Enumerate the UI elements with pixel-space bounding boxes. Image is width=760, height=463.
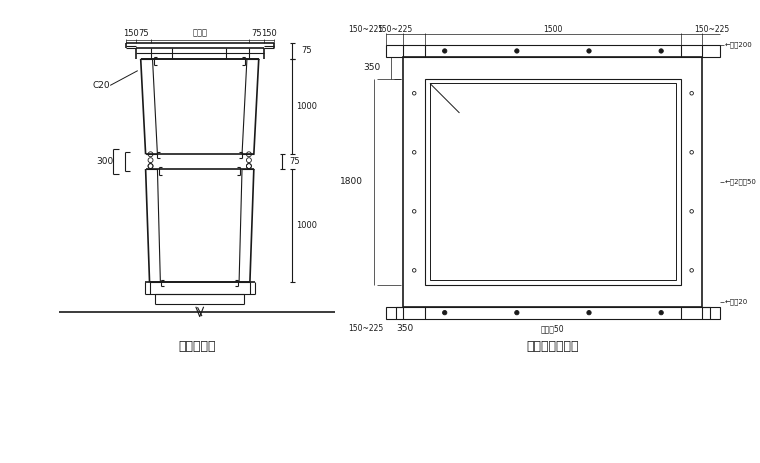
Text: 75: 75 [138, 29, 148, 38]
Polygon shape [141, 59, 157, 154]
Bar [430, 83, 676, 280]
Text: 桩尺寸: 桩尺寸 [192, 29, 207, 38]
Circle shape [587, 311, 591, 315]
Text: 350: 350 [397, 324, 414, 333]
Text: 150~225: 150~225 [348, 324, 384, 333]
Circle shape [442, 49, 447, 53]
Text: 350: 350 [363, 63, 381, 72]
Text: 护壁大样图: 护壁大样图 [178, 340, 216, 353]
Text: 150: 150 [261, 29, 277, 38]
Circle shape [515, 311, 519, 315]
Circle shape [442, 311, 447, 315]
Circle shape [587, 49, 591, 53]
Text: 1800: 1800 [340, 177, 363, 186]
Circle shape [659, 49, 663, 53]
Text: 75: 75 [251, 29, 261, 38]
Text: ←钢筋200: ←钢筋200 [725, 42, 753, 48]
Text: ←内2钢筋50: ←内2钢筋50 [725, 179, 757, 185]
Text: 150: 150 [123, 29, 139, 38]
Text: 150~225: 150~225 [377, 25, 412, 34]
Text: 1500: 1500 [543, 25, 562, 34]
Bar [385, 45, 720, 57]
Text: C20: C20 [93, 81, 110, 90]
Text: 75: 75 [302, 46, 312, 56]
Circle shape [659, 311, 663, 315]
Text: 1000: 1000 [296, 221, 318, 230]
Text: 150~225: 150~225 [348, 25, 384, 34]
Text: 150~225: 150~225 [694, 25, 729, 34]
Text: 75: 75 [289, 157, 299, 166]
Polygon shape [242, 59, 258, 154]
Bar [425, 79, 681, 285]
Text: 300: 300 [97, 157, 114, 166]
Text: 护壁横断面大样: 护壁横断面大样 [527, 340, 579, 353]
Bar [385, 307, 720, 319]
Text: 桩间距50: 桩间距50 [541, 324, 565, 333]
Circle shape [515, 49, 519, 53]
Text: 1000: 1000 [296, 102, 318, 111]
Text: ←钢筋20: ←钢筋20 [725, 299, 749, 305]
Bar [404, 57, 702, 307]
